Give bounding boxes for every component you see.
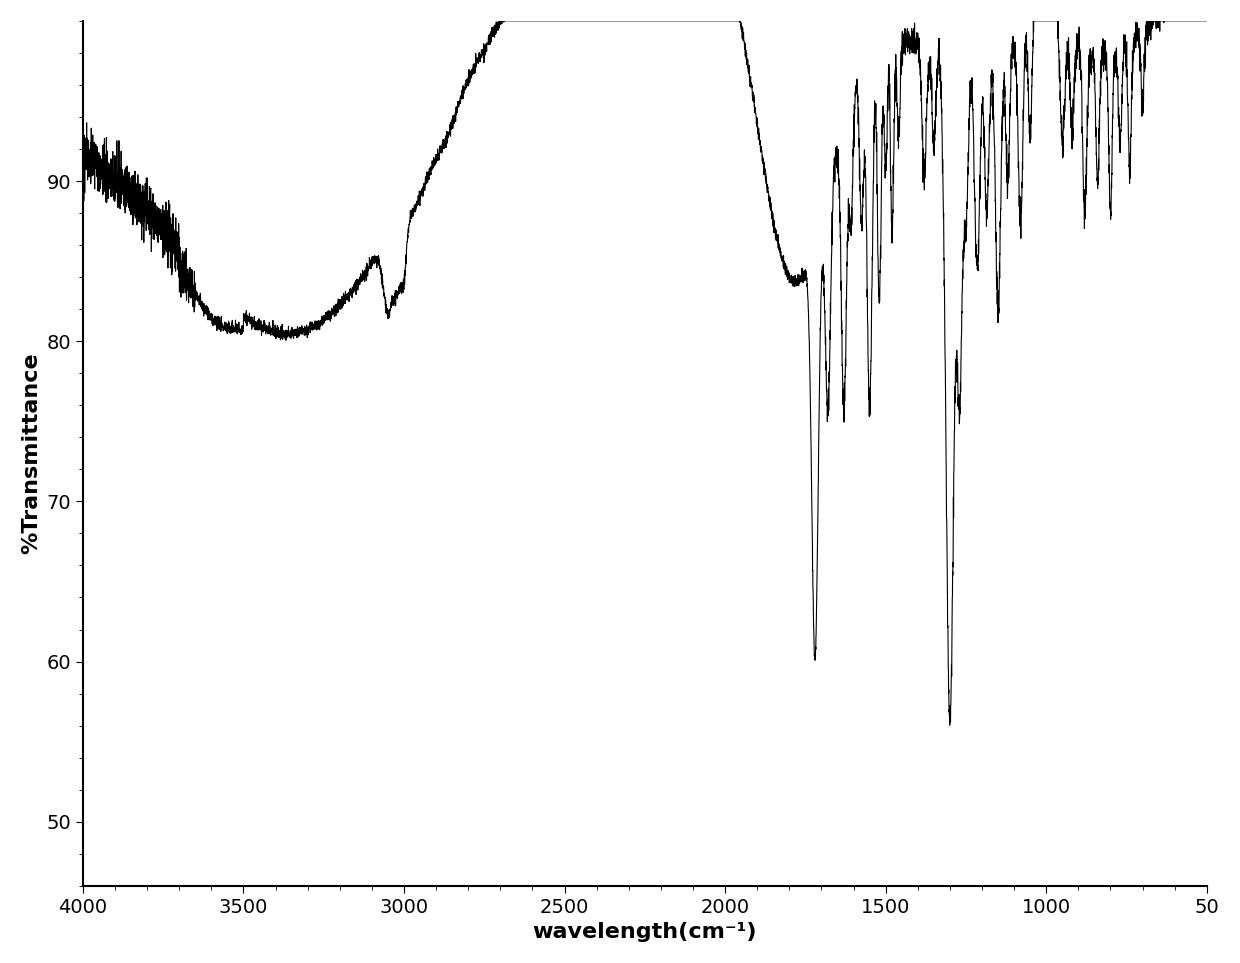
Y-axis label: %Transmittance: %Transmittance <box>21 352 41 554</box>
X-axis label: wavelength(cm⁻¹): wavelength(cm⁻¹) <box>533 923 758 942</box>
